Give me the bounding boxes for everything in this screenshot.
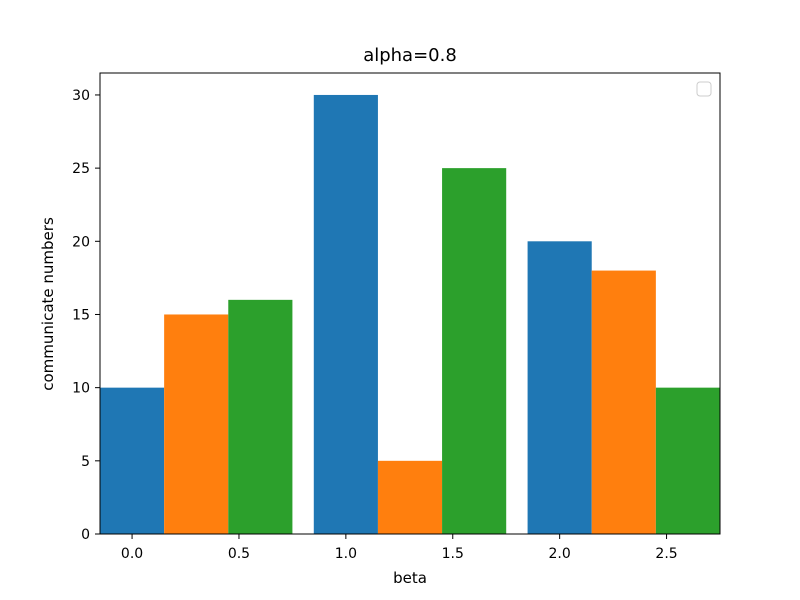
x-axis: 0.0 0.5 1.0 1.5 2.0 2.5 xyxy=(121,534,678,562)
y-tick-label: 15 xyxy=(72,307,90,323)
bar-s1-0 xyxy=(164,314,229,534)
y-tick-label: 0 xyxy=(81,527,90,543)
bar-s1-2 xyxy=(591,270,656,534)
x-tick-label: 0.0 xyxy=(121,546,143,562)
x-tick-label: 2.5 xyxy=(655,546,677,562)
legend-box[interactable] xyxy=(696,81,712,97)
bar-s2-0 xyxy=(228,299,293,534)
y-tick-label: 25 xyxy=(72,161,90,177)
x-tick-label: 0.5 xyxy=(228,546,250,562)
y-tick-label: 5 xyxy=(81,454,90,470)
y-tick-label: 20 xyxy=(72,234,90,250)
y-tick-label: 30 xyxy=(72,88,90,104)
x-axis-label: beta xyxy=(393,569,427,587)
x-tick-label: 2.0 xyxy=(549,546,571,562)
y-axis: 0 5 10 15 20 25 30 xyxy=(72,88,100,543)
y-axis-label: communicate numbers xyxy=(39,217,57,391)
x-tick-label: 1.5 xyxy=(442,546,464,562)
bar-s0-1 xyxy=(313,94,378,534)
bars-group xyxy=(100,94,720,535)
bar-s2-1 xyxy=(442,168,507,534)
chart-title: alpha=0.8 xyxy=(363,45,457,66)
bar-s0-0 xyxy=(100,387,165,534)
bar-s2-2 xyxy=(655,387,720,534)
y-tick-label: 10 xyxy=(72,381,90,397)
bar-s0-2 xyxy=(527,241,592,535)
x-tick-label: 1.0 xyxy=(335,546,357,562)
plot-frame xyxy=(99,72,721,535)
bar-s1-1 xyxy=(377,460,443,534)
